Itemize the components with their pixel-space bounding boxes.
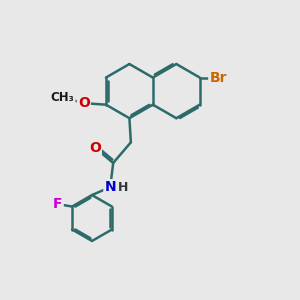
Text: O: O bbox=[89, 141, 101, 154]
Text: H: H bbox=[118, 182, 128, 194]
Text: CH₃: CH₃ bbox=[51, 91, 74, 104]
Text: O: O bbox=[78, 96, 90, 110]
Text: F: F bbox=[53, 196, 63, 211]
Text: Br: Br bbox=[209, 70, 227, 85]
Text: N: N bbox=[104, 180, 116, 194]
